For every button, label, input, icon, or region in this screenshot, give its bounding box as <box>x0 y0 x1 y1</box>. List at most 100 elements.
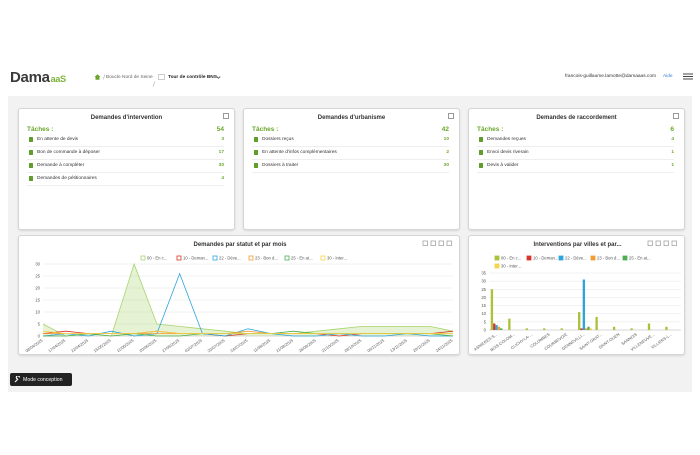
task-row[interactable]: Dossiers reçus 10 <box>252 134 449 147</box>
help-link[interactable]: Aide <box>663 74 673 79</box>
home-icon[interactable] <box>94 74 101 80</box>
task-row[interactable]: Bon de commande à déposer 17 <box>27 147 224 160</box>
y-tick-label: 20 <box>481 295 486 300</box>
chart: Interventions par villes et par... 00 - E… <box>473 240 681 352</box>
menu-icon[interactable] <box>683 73 693 80</box>
doc-icon <box>29 163 33 168</box>
doc-icon <box>29 176 33 181</box>
doc-icon <box>254 150 258 155</box>
open-icon[interactable] <box>223 113 229 119</box>
doc-icon <box>29 137 33 142</box>
bar <box>508 318 511 330</box>
x-tick-label: 28/10/2025 <box>343 337 363 353</box>
task-row[interactable]: Demande à compléter 30 <box>27 160 224 173</box>
task-label: Devis à valider <box>487 163 519 168</box>
y-tick-label: 30 <box>481 279 486 284</box>
x-tick-label: 13/11/2025 <box>389 337 409 353</box>
doc-icon <box>254 163 258 168</box>
task-row[interactable]: Envoi devis riverain 1 <box>477 147 674 160</box>
task-count: 4 <box>221 176 224 181</box>
bar <box>665 326 668 330</box>
tasks-total: 42 <box>441 126 449 133</box>
task-label: Dossiers à traiter <box>262 163 299 168</box>
logo-suffix: aaS <box>50 74 66 84</box>
toolbar-icon <box>647 240 653 246</box>
y-tick-label: 0 <box>484 328 487 333</box>
task-row[interactable]: Dossiers à traiter 30 <box>252 160 449 173</box>
mode-conception-button[interactable]: Mode conception <box>10 373 72 386</box>
x-tick-label: 15/05/2025 <box>93 337 113 353</box>
kpi-card: Demandes d'urbanisme Tâches :42 Dossiers r… <box>243 108 460 230</box>
task-count: 3 <box>221 137 224 142</box>
doc-icon <box>254 137 258 142</box>
bar <box>612 326 616 330</box>
bar <box>580 328 583 330</box>
y-tick-label: 15 <box>35 298 40 303</box>
line <box>42 272 453 337</box>
y-tick-label: 15 <box>481 303 486 308</box>
toolbar-icon <box>655 240 661 246</box>
bar <box>582 279 585 330</box>
x-tick-label: 20/07/2025 <box>207 337 227 353</box>
user-email[interactable]: francois-guillaume.lamotte@damaaas.com <box>565 74 656 79</box>
x-tick-label: 24/07/2025 <box>229 337 249 353</box>
toolbar-icon <box>422 240 428 246</box>
y-tick-label: 5 <box>484 319 487 324</box>
toolbar-icon <box>446 240 452 246</box>
card-title: Demandes d'urbanisme <box>317 115 386 121</box>
task-row[interactable]: En attente d'infos complémentaires 2 <box>252 147 449 160</box>
bar <box>589 328 592 330</box>
open-icon[interactable] <box>673 113 679 119</box>
dropdown-chevron[interactable] <box>216 75 221 80</box>
legend-swatch <box>622 255 628 261</box>
legend-swatch <box>558 255 564 261</box>
doc-icon <box>479 137 483 142</box>
task-label: Demande à compléter <box>37 163 85 168</box>
bar <box>493 323 496 330</box>
x-tick-label: 11/06/2025 <box>116 337 136 353</box>
card-title: Demandes d'intervention <box>90 115 163 121</box>
breadcrumb-current[interactable]: Tour de contrôle BNS <box>168 75 217 80</box>
legend-label: 30 - Inter... <box>501 264 521 269</box>
bar <box>500 328 503 330</box>
task-label: Dossiers reçus <box>262 137 294 142</box>
legend-swatch <box>590 255 596 261</box>
open-icon[interactable] <box>448 113 454 119</box>
chart-card: Interventions par villes et par... 00 - E… <box>468 235 685 355</box>
task-row[interactable]: Demandes reçues 4 <box>477 134 674 147</box>
breadcrumb-item[interactable]: Boucle Nord de Seine <box>106 75 153 80</box>
legend-swatch <box>284 255 290 261</box>
x-tick-label: 06/11/2025 <box>366 337 386 353</box>
task-label: En attente de devis <box>37 137 79 142</box>
legend-label: 10 - Deman... <box>533 256 558 261</box>
x-tick-label: 22/04/2025 <box>70 337 90 353</box>
breadcrumb-sep <box>102 74 106 82</box>
legend-label: 00 - En c... <box>147 256 167 261</box>
task-row[interactable]: En attente de devis 3 <box>27 134 224 147</box>
toolbar-icon <box>438 240 444 246</box>
y-tick-label: 10 <box>35 310 40 315</box>
task-row[interactable]: Demandes de pétitionnaires 4 <box>27 173 224 186</box>
task-row[interactable]: Devis à valider 1 <box>477 160 674 173</box>
x-tick-label: 20/06/2025 <box>138 337 158 353</box>
logo[interactable]: DamaaaS <box>10 69 66 86</box>
legend-swatch <box>526 255 532 261</box>
card-title: Demandes de raccordement <box>536 115 617 121</box>
bar <box>587 326 590 330</box>
legend-swatch <box>494 263 500 269</box>
legend-swatch <box>176 255 182 261</box>
toolbar-icon <box>671 240 677 246</box>
bar <box>497 326 501 330</box>
legend-swatch <box>320 255 326 261</box>
task-label: Bon de commande à déposer <box>37 150 100 155</box>
tasks-total: 6 <box>670 126 674 133</box>
y-tick-label: 5 <box>38 322 41 327</box>
x-tick-label: 21/08/2025 <box>275 337 295 353</box>
x-tick-label: 24/11/2025 <box>435 337 455 353</box>
legend-label: 23 - Bon d... <box>255 256 278 261</box>
task-count: 30 <box>218 163 224 168</box>
legend-label: 10 - Deman... <box>183 256 208 261</box>
top-bar: DamaaaS Boucle Nord de Seine Tour de con… <box>0 62 700 94</box>
y-tick-label: 10 <box>481 311 486 316</box>
task-count: 17 <box>218 150 224 155</box>
